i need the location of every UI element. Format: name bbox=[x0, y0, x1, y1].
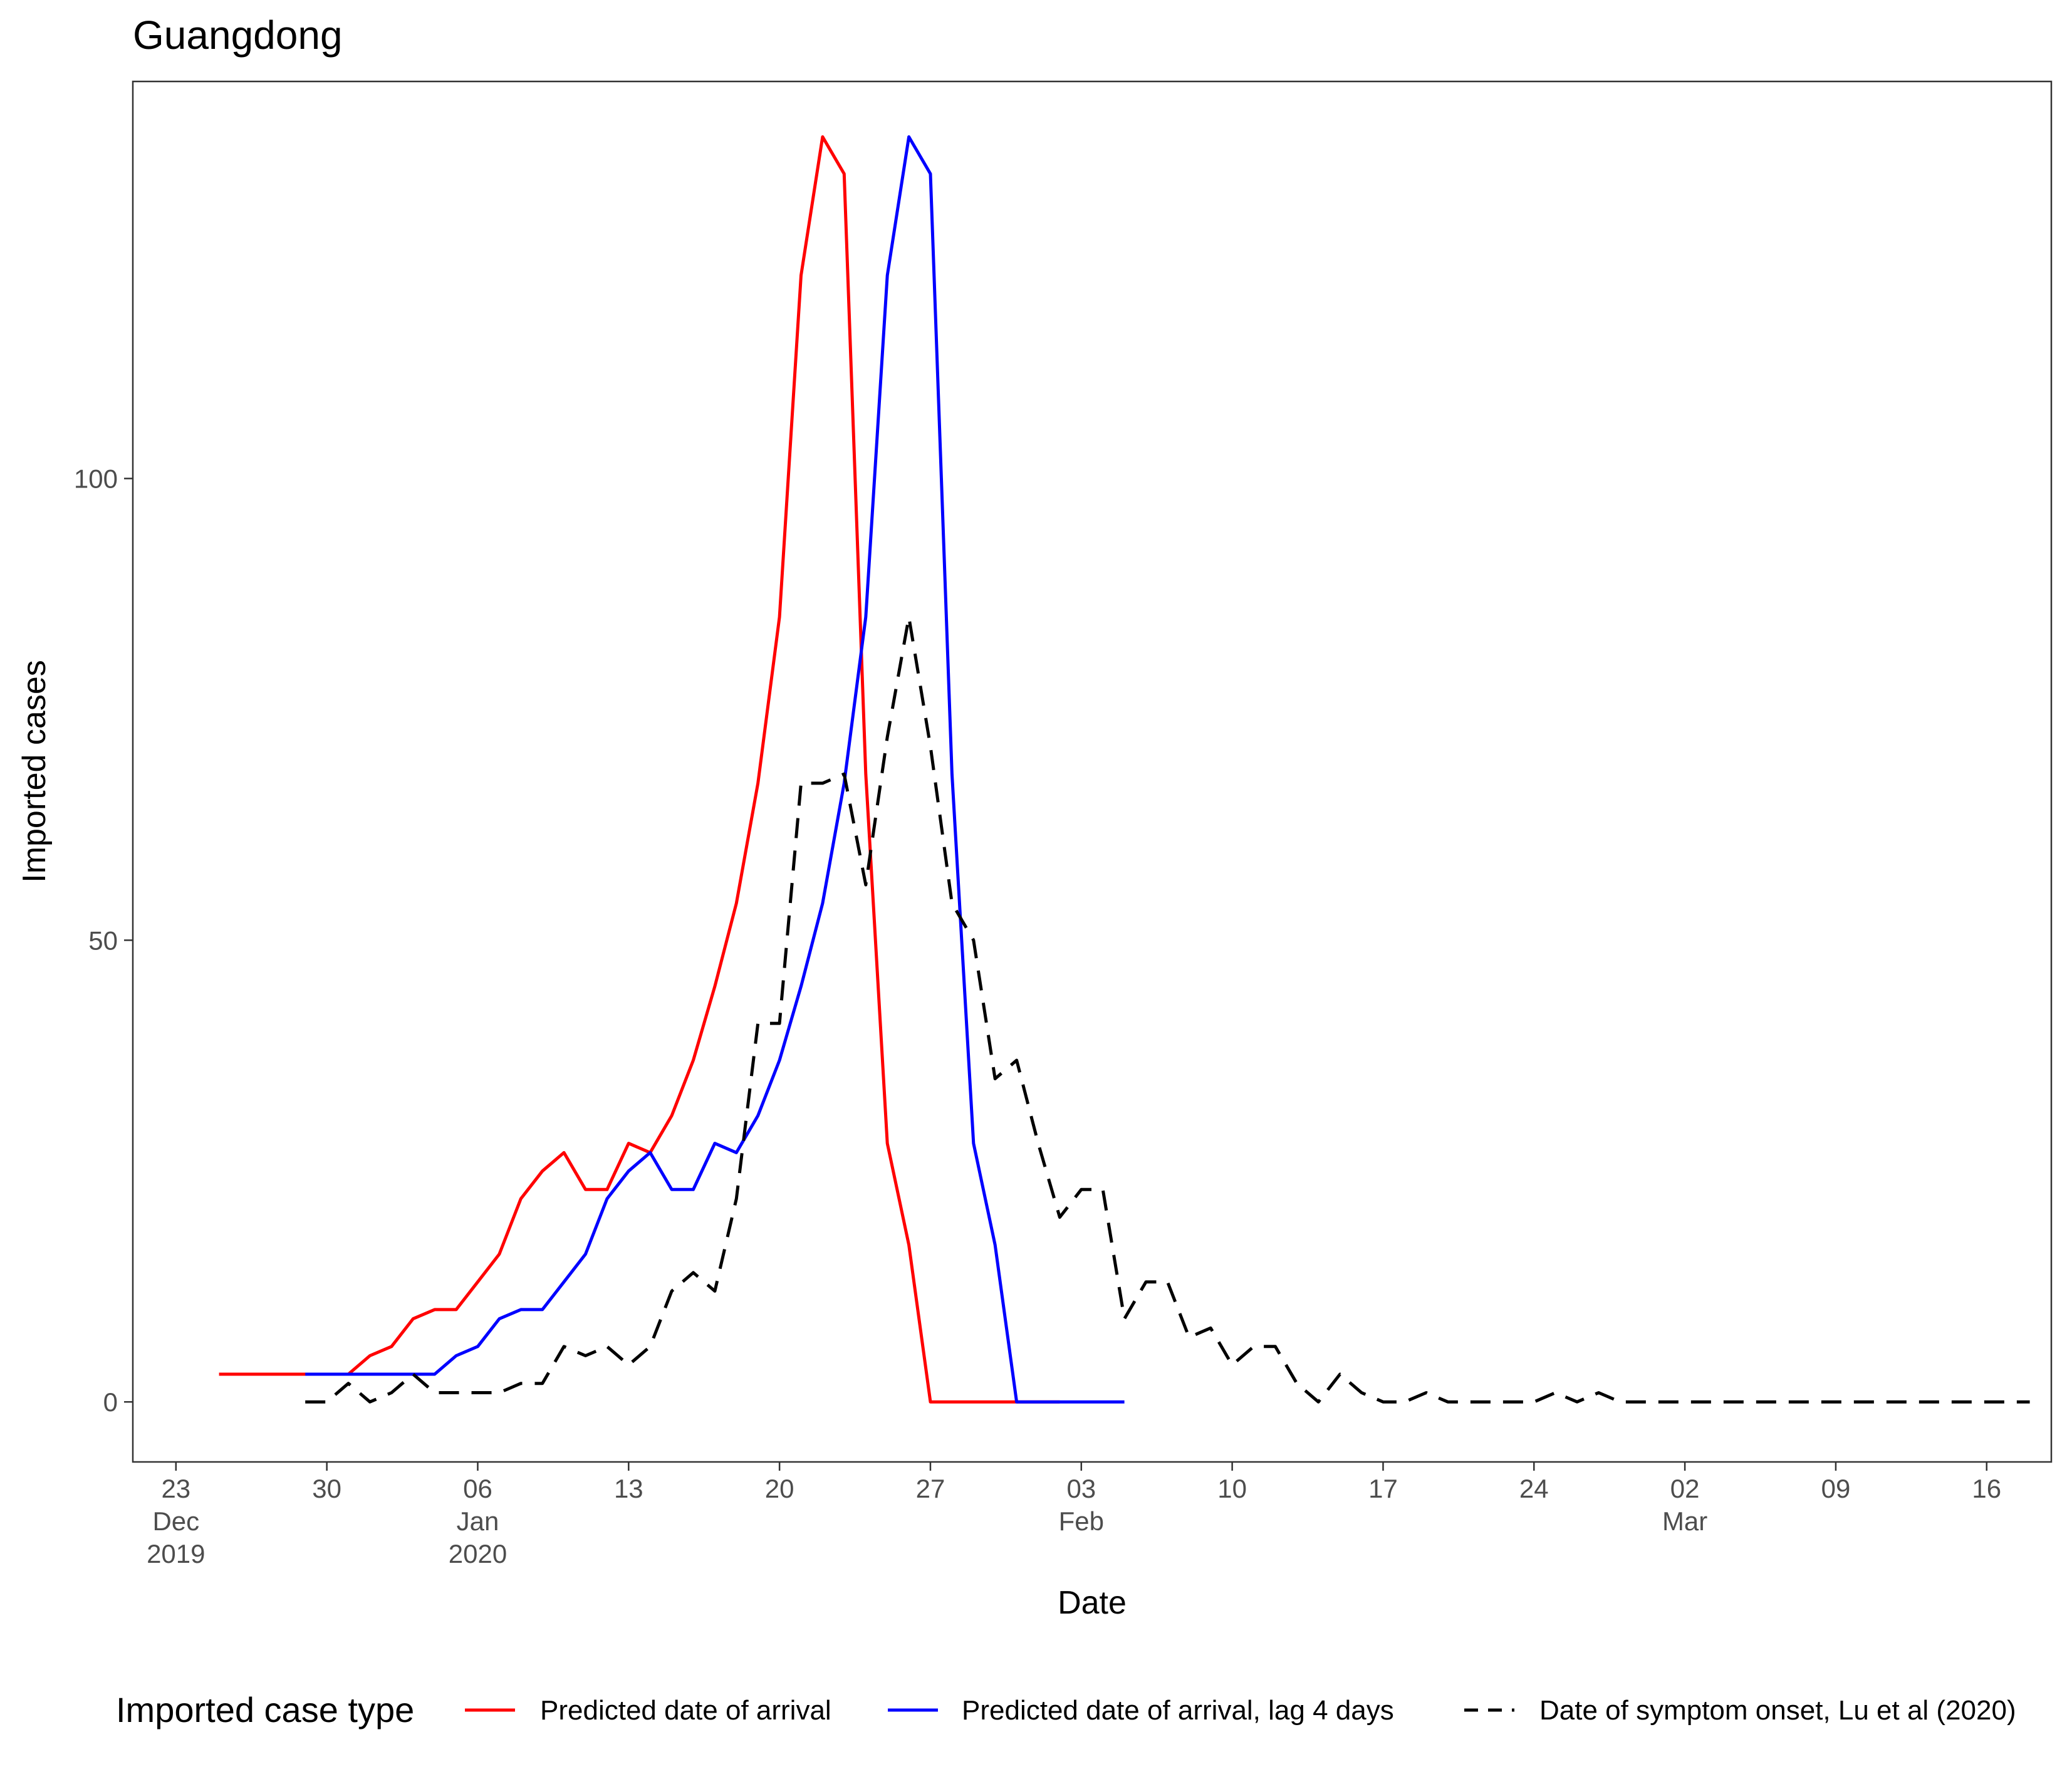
x-tick-label: Jan bbox=[457, 1506, 499, 1536]
x-tick-label: 20 bbox=[765, 1474, 794, 1503]
legend-label-predicted-arrival-lag: Predicted date of arrival, lag 4 days bbox=[962, 1695, 1394, 1726]
y-axis: 0 50 100 bbox=[74, 464, 133, 1417]
x-tick-label: 09 bbox=[1821, 1474, 1851, 1503]
x-tick-label: 2019 bbox=[147, 1539, 205, 1568]
x-tick-label: 2020 bbox=[449, 1539, 507, 1568]
x-axis: 23 Dec 2019 30 06 Jan 2020 13 20 27 03 Feb 10 17 24 02 M… bbox=[147, 1462, 2001, 1568]
chart-title: Guangdong bbox=[133, 13, 343, 58]
x-tick-label: Mar bbox=[1662, 1506, 1707, 1536]
x-tick-label: 30 bbox=[312, 1474, 341, 1503]
x-tick-label: 10 bbox=[1217, 1474, 1247, 1503]
plot-lines bbox=[219, 135, 2030, 1404]
x-tick-label: 27 bbox=[916, 1474, 945, 1503]
series-line-1 bbox=[305, 135, 1125, 1404]
x-tick-label: 16 bbox=[1972, 1474, 2001, 1503]
y-tick-label: 0 bbox=[103, 1387, 118, 1417]
legend: Imported case type Predicted date of arr… bbox=[116, 1690, 2016, 1729]
x-tick-label: Dec bbox=[152, 1506, 199, 1536]
x-tick-label: 24 bbox=[1519, 1474, 1549, 1503]
x-axis-title: Date bbox=[1058, 1585, 1127, 1621]
x-tick-label: 17 bbox=[1368, 1474, 1398, 1503]
x-tick-label: 03 bbox=[1066, 1474, 1096, 1503]
legend-title: Imported case type bbox=[116, 1690, 414, 1729]
series-line-0 bbox=[219, 135, 1060, 1404]
x-tick-label: 06 bbox=[463, 1474, 492, 1503]
series-line-2 bbox=[305, 615, 2030, 1404]
x-tick-label: 02 bbox=[1670, 1474, 1700, 1503]
x-tick-label: Feb bbox=[1059, 1506, 1104, 1536]
legend-label-symptom-onset: Date of symptom onset, Lu et al (2020) bbox=[1539, 1695, 2016, 1726]
y-tick-label: 50 bbox=[88, 926, 118, 955]
plot-panel-border bbox=[132, 80, 2053, 1463]
legend-label-predicted-arrival: Predicted date of arrival bbox=[540, 1695, 831, 1726]
y-axis-title: Imported cases bbox=[16, 660, 53, 883]
x-tick-label: 23 bbox=[161, 1474, 190, 1503]
x-tick-label: 13 bbox=[614, 1474, 643, 1503]
y-tick-label: 100 bbox=[74, 464, 118, 494]
